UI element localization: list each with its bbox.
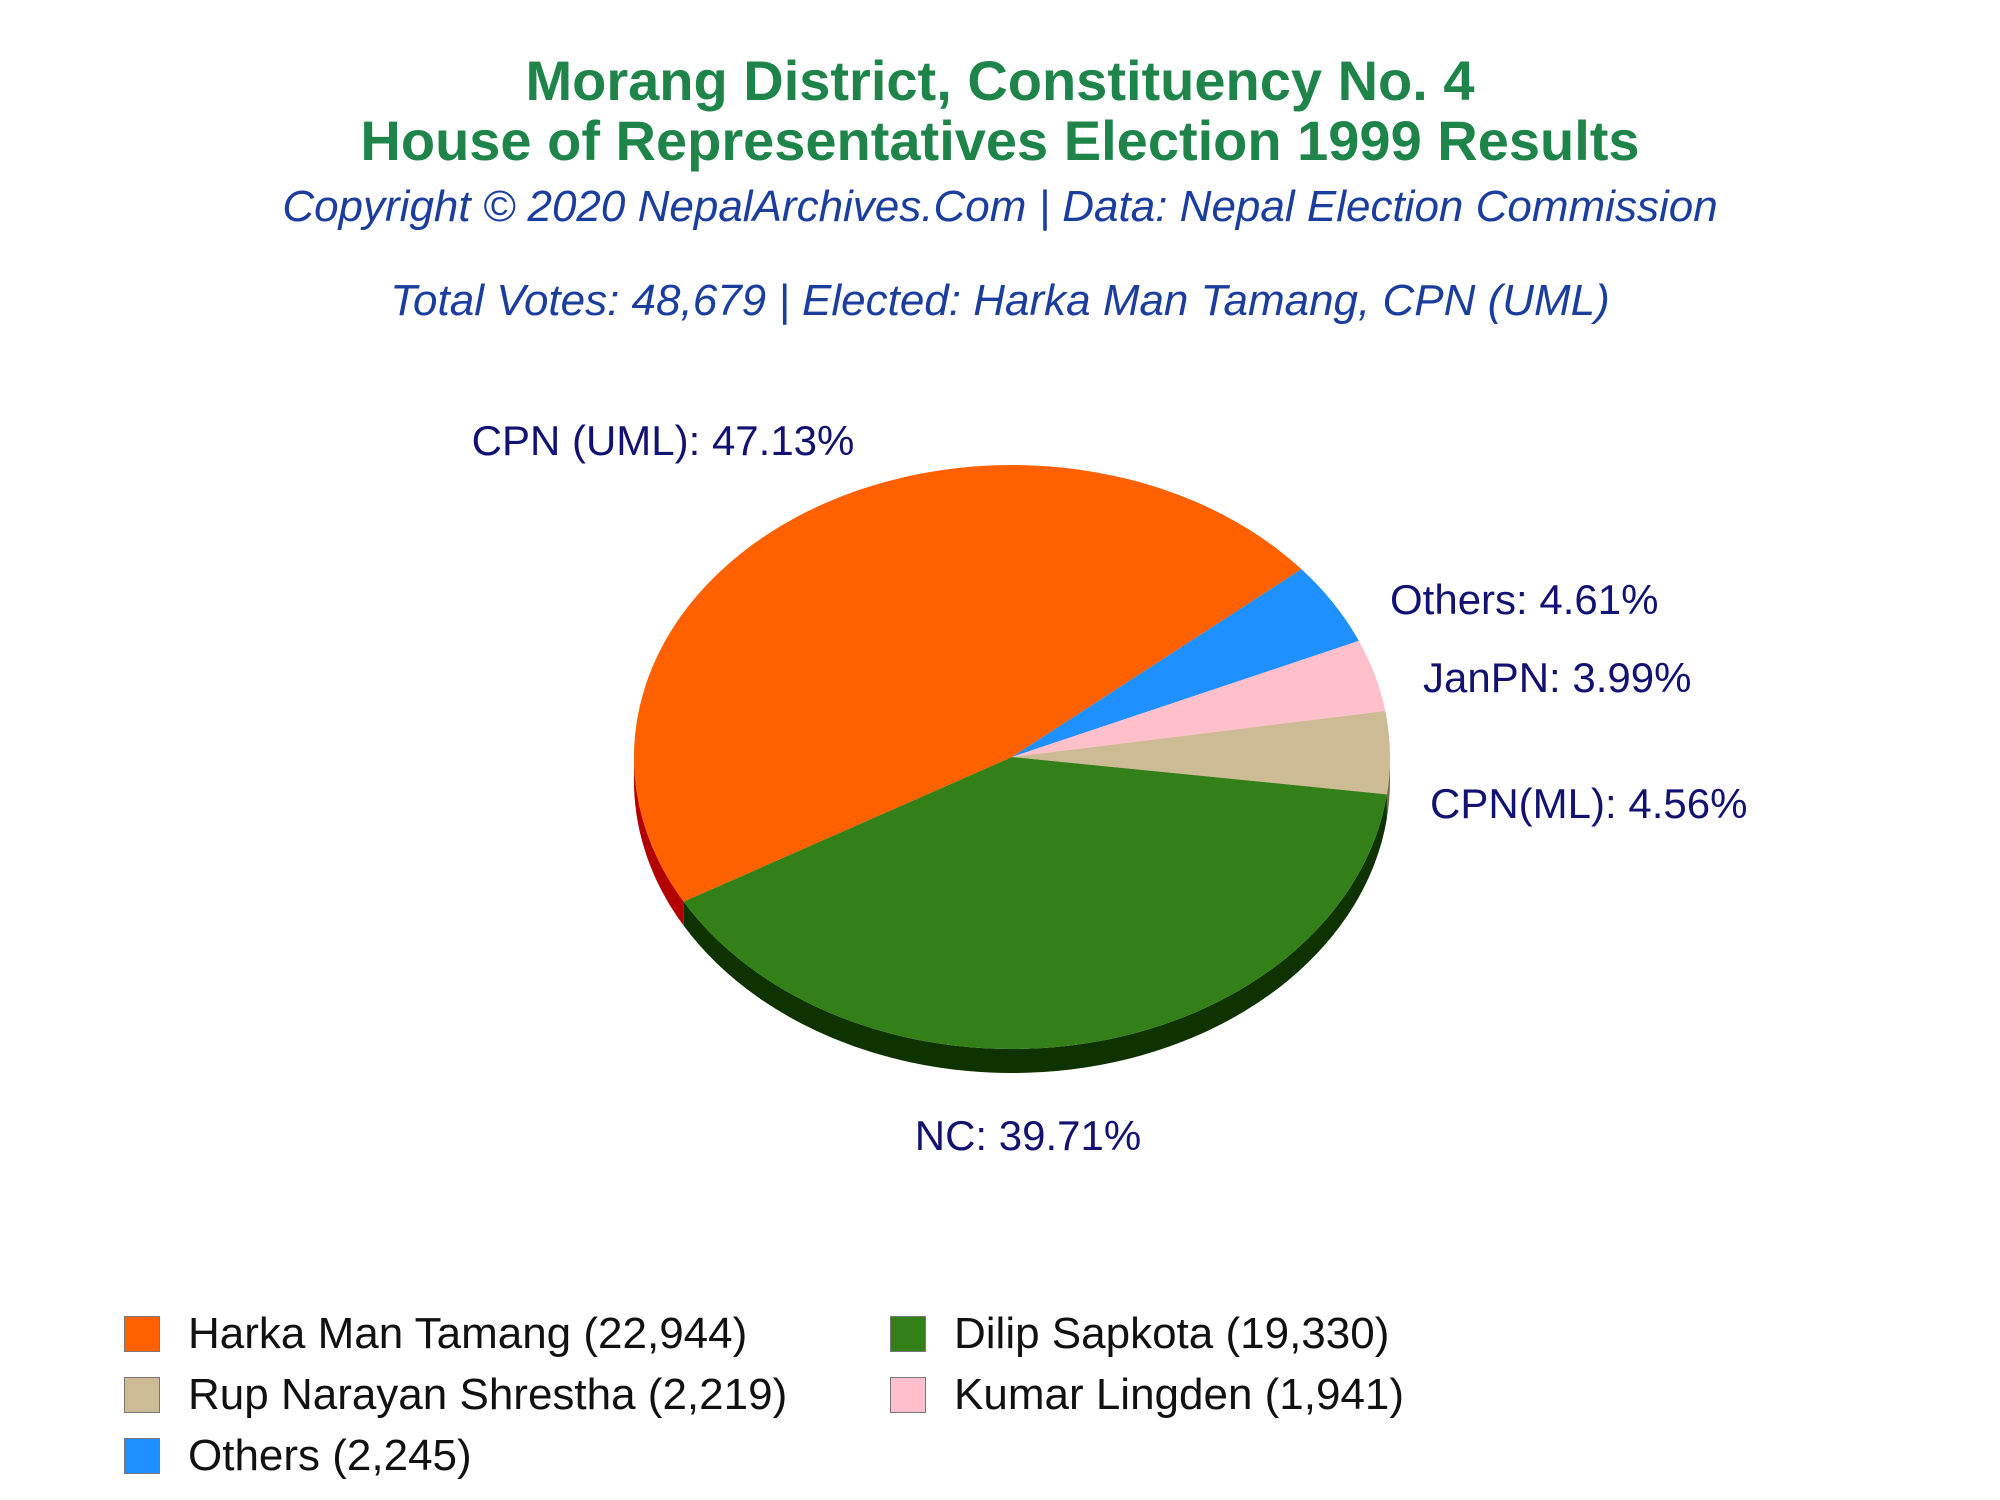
legend-label: Others (2,245)	[188, 1431, 472, 1480]
legend-item: Kumar Lingden (1,941)	[890, 1370, 1404, 1420]
legend-swatch	[124, 1316, 160, 1352]
pie-side-walls	[634, 757, 1390, 1073]
legend-swatch	[124, 1377, 160, 1413]
slice-label-others: Others: 4.61%	[1390, 576, 1658, 623]
copyright-text: Copyright © 2020 NepalArchives.Com | Dat…	[282, 182, 1718, 231]
legend-item: Harka Man Tamang (22,944)	[124, 1309, 747, 1359]
slice-label-janpn: JanPN: 3.99%	[1423, 654, 1692, 701]
chart-title-line2: House of Representatives Election 1999 R…	[360, 109, 1640, 172]
legend-swatch	[890, 1377, 926, 1413]
summary-text: Total Votes: 48,679 | Elected: Harka Man…	[390, 276, 1610, 325]
pie-slice-others	[1012, 569, 1359, 757]
pie-slice-cpn-ml	[1012, 710, 1390, 795]
pie-slice-nc	[683, 757, 1387, 1049]
pie-side-3	[1386, 757, 1390, 819]
pie-chart: CPN (UML): 47.13% Others: 4.61% JanPN: 3.9…	[472, 417, 1748, 1159]
legend-item: Dilip Sapkota (19,330)	[890, 1309, 1389, 1359]
pie-slice-cpn-uml	[633, 464, 1302, 902]
slice-label-nc: NC: 39.71%	[915, 1112, 1141, 1159]
pie-side-0	[634, 757, 684, 926]
slice-label-cpn-uml: CPN (UML): 47.13%	[472, 417, 855, 464]
legend-item: Rup Narayan Shrestha (2,219)	[124, 1370, 787, 1420]
legend-label: Rup Narayan Shrestha (2,219)	[188, 1370, 788, 1419]
slice-label-cpn-ml: CPN(ML): 4.56%	[1430, 780, 1747, 827]
pie-slice-janpn	[1012, 640, 1386, 757]
chart-title-line1: Morang District, Constituency No. 4	[525, 49, 1475, 112]
legend-swatch	[890, 1316, 926, 1352]
legend-swatch	[124, 1438, 160, 1474]
legend-label: Dilip Sapkota (19,330)	[954, 1309, 1390, 1358]
legend-label: Harka Man Tamang (22,944)	[188, 1309, 748, 1358]
legend-label: Kumar Lingden (1,941)	[954, 1370, 1405, 1419]
legend-item: Others (2,245)	[124, 1431, 472, 1481]
